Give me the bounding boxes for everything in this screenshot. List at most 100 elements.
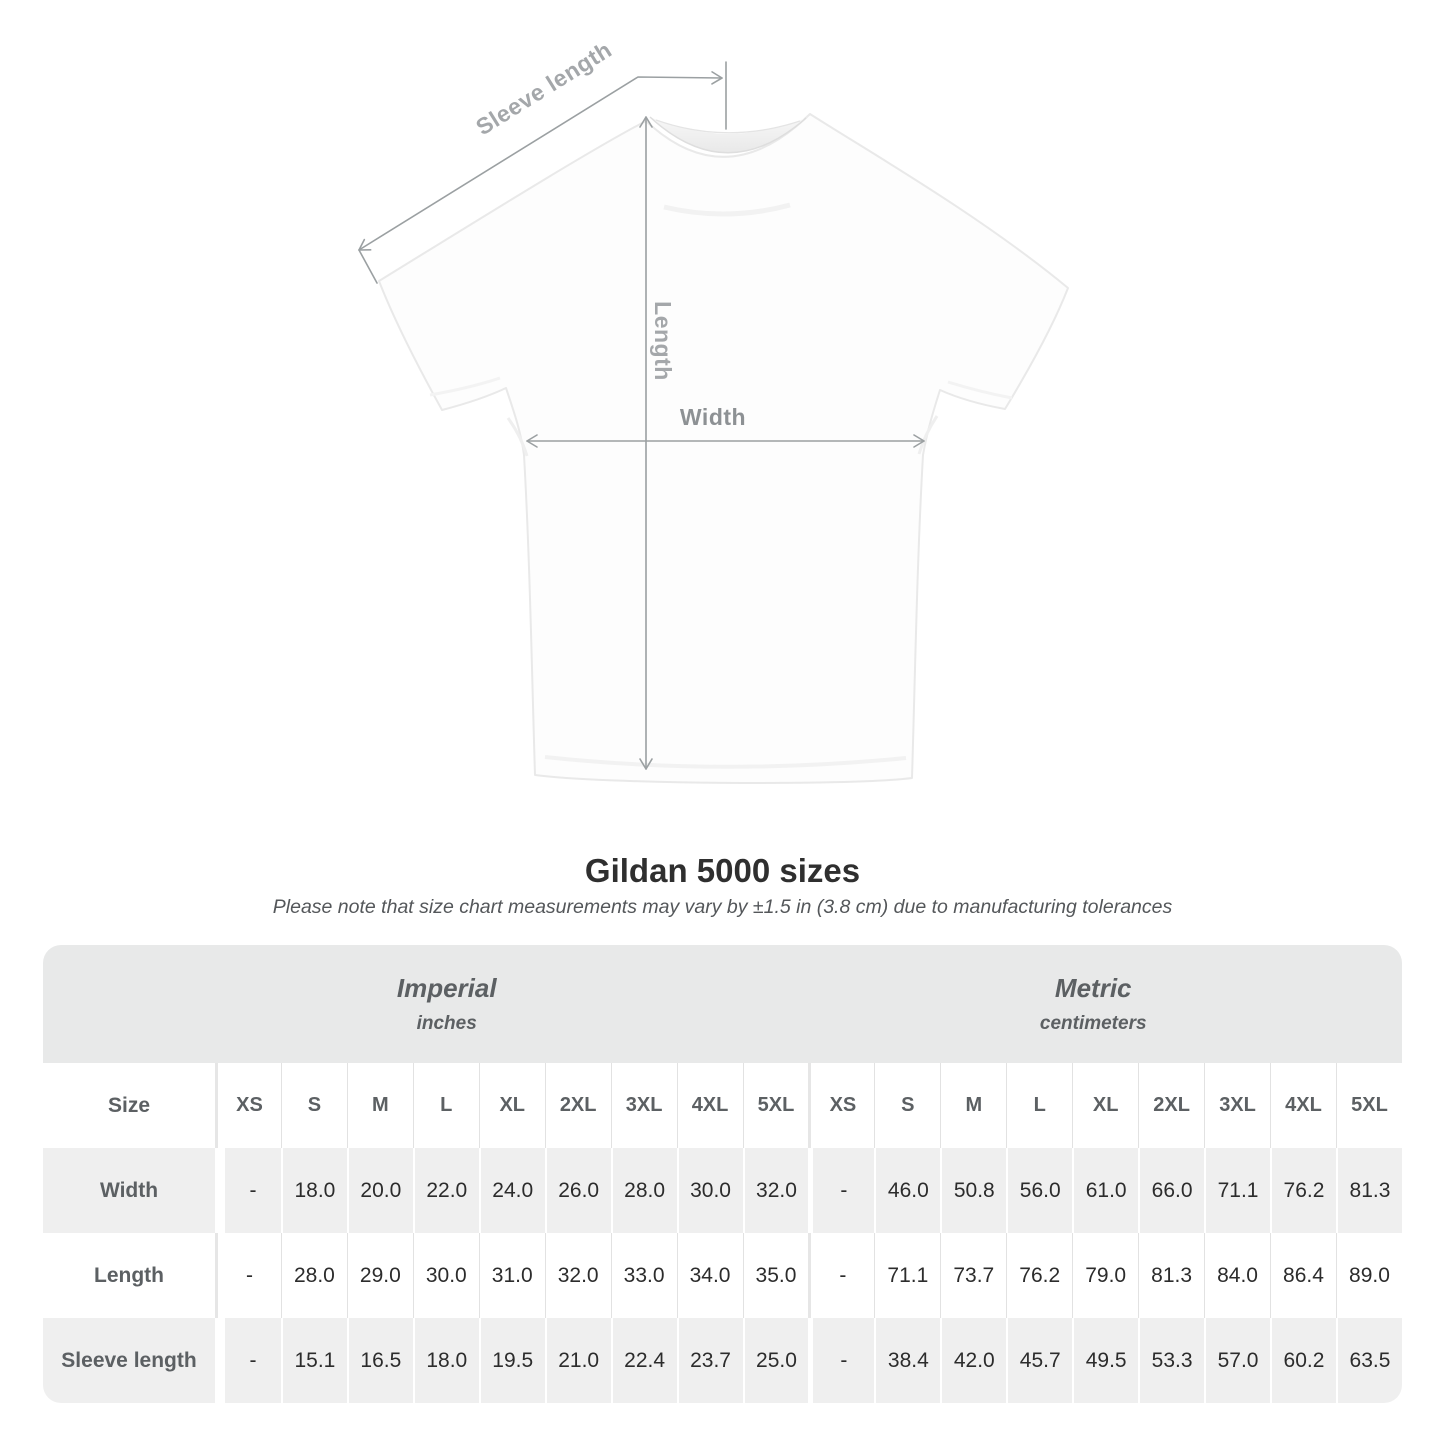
size-header-cell: M bbox=[346, 1063, 413, 1148]
size-header-cell: L bbox=[412, 1063, 479, 1148]
size-header-cell: 5XL bbox=[1335, 1063, 1402, 1148]
tolerance-note: Please note that size chart measurements… bbox=[272, 896, 1173, 918]
value-cell: 30.0 bbox=[676, 1148, 743, 1233]
metric-label: Metric bbox=[1054, 973, 1132, 1003]
size-header-cell: XL bbox=[1072, 1063, 1139, 1148]
tshirt-right-armpit-crease bbox=[917, 415, 939, 455]
size-column-header: Size bbox=[43, 1063, 215, 1148]
imperial-unit: inches bbox=[416, 1013, 477, 1034]
value-cell: 20.0 bbox=[346, 1148, 413, 1233]
size-table: Imperial inches Metric centimeters Size … bbox=[43, 945, 1402, 1403]
value-cell: 53.3 bbox=[1138, 1318, 1205, 1403]
value-cell: 38.4 bbox=[874, 1318, 941, 1403]
imperial-header: Imperial inches bbox=[43, 945, 809, 1063]
value-cell: 61.0 bbox=[1072, 1148, 1139, 1233]
value-cell: 35.0 bbox=[742, 1233, 809, 1318]
width-row: Width - 18.0 20.0 22.0 24.0 26.0 28.0 30… bbox=[43, 1148, 1402, 1233]
value-cell: 60.2 bbox=[1270, 1318, 1336, 1403]
value-cell: 22.0 bbox=[412, 1148, 479, 1233]
size-header-row: Size XS S M L XL 2XL 3XL 4XL 5XL XS S M … bbox=[43, 1063, 1402, 1148]
value-cell: 71.1 bbox=[874, 1233, 941, 1318]
value-cell: 18.0 bbox=[412, 1318, 479, 1403]
value-cell: 81.3 bbox=[1335, 1148, 1402, 1233]
value-cell: 29.0 bbox=[346, 1233, 413, 1318]
value-cell: - bbox=[808, 1233, 875, 1318]
value-cell: 30.0 bbox=[412, 1233, 479, 1318]
sleeve-length-leader bbox=[358, 249, 378, 284]
tshirt-left-sleeve-crease bbox=[429, 376, 501, 397]
metric-header: Metric centimeters bbox=[808, 945, 1402, 1063]
value-cell: 66.0 bbox=[1138, 1148, 1205, 1233]
size-header-cell: 2XL bbox=[1138, 1063, 1205, 1148]
row-label: Length bbox=[43, 1233, 215, 1318]
value-cell: 25.0 bbox=[742, 1318, 809, 1403]
size-header-cell: 5XL bbox=[742, 1063, 809, 1148]
value-cell: 34.0 bbox=[676, 1233, 743, 1318]
size-header-cell: 4XL bbox=[676, 1063, 743, 1148]
value-cell: 50.8 bbox=[940, 1148, 1007, 1233]
value-cell: 79.0 bbox=[1072, 1233, 1139, 1318]
value-cell: 46.0 bbox=[874, 1148, 941, 1233]
value-cell: 32.0 bbox=[544, 1233, 611, 1318]
value-cell: 42.0 bbox=[940, 1318, 1007, 1403]
size-header-cell: L bbox=[1006, 1063, 1073, 1148]
size-table-container: Imperial inches Metric centimeters Size … bbox=[43, 945, 1402, 1403]
value-cell: - bbox=[215, 1148, 281, 1233]
tshirt-image bbox=[378, 113, 1069, 784]
tshirt-hem-shadow bbox=[544, 755, 907, 769]
value-cell: 71.1 bbox=[1204, 1148, 1270, 1233]
value-cell: 45.7 bbox=[1006, 1318, 1073, 1403]
length-label: Length bbox=[650, 301, 676, 381]
size-header-cell: XS bbox=[215, 1063, 281, 1148]
value-cell: 32.0 bbox=[742, 1148, 809, 1233]
size-header-cell: M bbox=[940, 1063, 1007, 1148]
value-cell: - bbox=[215, 1233, 281, 1318]
value-cell: 15.1 bbox=[280, 1318, 347, 1403]
row-label: Sleeve length bbox=[43, 1318, 215, 1403]
value-cell: 81.3 bbox=[1138, 1233, 1205, 1318]
page-title: Gildan 5000 sizes bbox=[584, 852, 861, 889]
value-cell: 23.7 bbox=[676, 1318, 743, 1403]
width-label: Width bbox=[680, 404, 746, 430]
value-cell: 84.0 bbox=[1204, 1233, 1270, 1318]
metric-unit: centimeters bbox=[1039, 1013, 1147, 1034]
value-cell: 63.5 bbox=[1335, 1318, 1402, 1403]
value-cell: 28.0 bbox=[610, 1148, 677, 1233]
size-header-cell: 2XL bbox=[544, 1063, 611, 1148]
length-row: Length - 28.0 29.0 30.0 31.0 32.0 33.0 3… bbox=[43, 1233, 1402, 1318]
sleeve-length-arrow bbox=[358, 71, 723, 251]
value-cell: 76.2 bbox=[1006, 1233, 1073, 1318]
value-cell: 49.5 bbox=[1072, 1318, 1139, 1403]
value-cell: 28.0 bbox=[280, 1233, 347, 1318]
size-header-cell: XL bbox=[478, 1063, 545, 1148]
value-cell: 33.0 bbox=[610, 1233, 677, 1318]
size-header-cell: 3XL bbox=[610, 1063, 677, 1148]
value-cell: - bbox=[808, 1318, 875, 1403]
value-cell: - bbox=[808, 1148, 875, 1233]
sleeve-length-label: Sleeve length bbox=[471, 36, 616, 140]
value-cell: - bbox=[215, 1318, 281, 1403]
tshirt-body bbox=[378, 113, 1069, 784]
tshirt-measurement-diagram: Sleeve length Length Width bbox=[358, 36, 1069, 784]
value-cell: 89.0 bbox=[1335, 1233, 1402, 1318]
tshirt-right-sleeve-crease bbox=[947, 380, 1013, 400]
value-cell: 18.0 bbox=[280, 1148, 347, 1233]
tshirt-left-armpit-crease bbox=[506, 417, 529, 457]
value-cell: 86.4 bbox=[1270, 1233, 1336, 1318]
value-cell: 22.4 bbox=[610, 1318, 677, 1403]
row-label: Width bbox=[43, 1148, 215, 1233]
value-cell: 57.0 bbox=[1204, 1318, 1270, 1403]
value-cell: 16.5 bbox=[346, 1318, 413, 1403]
size-header-cell: 3XL bbox=[1204, 1063, 1270, 1148]
value-cell: 56.0 bbox=[1006, 1148, 1073, 1233]
value-cell: 24.0 bbox=[478, 1148, 545, 1233]
value-cell: 19.5 bbox=[478, 1318, 545, 1403]
value-cell: 73.7 bbox=[940, 1233, 1007, 1318]
size-header-cell: S bbox=[874, 1063, 941, 1148]
size-header-cell: S bbox=[280, 1063, 347, 1148]
value-cell: 21.0 bbox=[544, 1318, 611, 1403]
size-header-cell: XS bbox=[808, 1063, 875, 1148]
unit-header-row: Imperial inches Metric centimeters bbox=[43, 945, 1402, 1063]
value-cell: 26.0 bbox=[544, 1148, 611, 1233]
